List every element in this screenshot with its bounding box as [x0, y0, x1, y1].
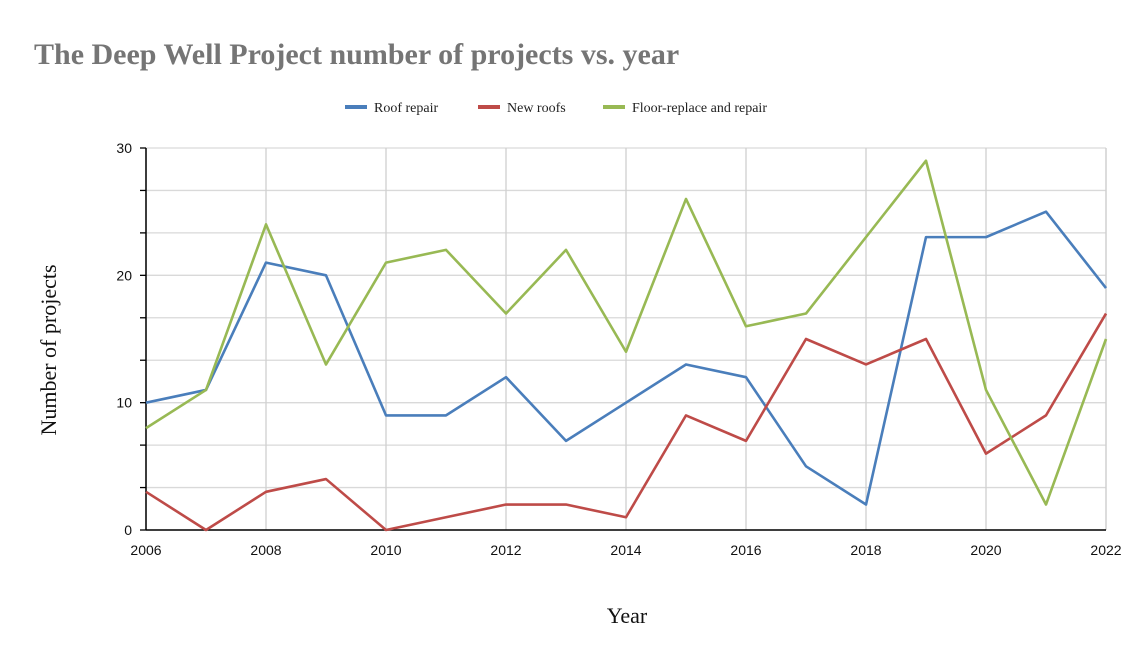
legend-label: Roof repair [374, 101, 438, 116]
y-tick-label: 10 [116, 395, 132, 411]
x-tick-label: 2016 [730, 542, 761, 558]
y-tick-label: 30 [116, 140, 132, 156]
x-tick-label: 2014 [610, 542, 641, 558]
axes: 2006 2008 2010 2012 2014 2016 2018 2020 2022 0 10 2… [116, 140, 1121, 558]
x-tick-label: 2012 [490, 542, 521, 558]
x-tick-label: 2008 [250, 542, 281, 558]
y-tick-label: 20 [116, 267, 132, 283]
series-lines [145, 159, 1108, 532]
legend: Roof repair New roofs Floor-replace and re… [345, 101, 767, 116]
x-axis-label: Year [607, 603, 648, 628]
x-tick-label: 2018 [850, 542, 881, 558]
x-tick-label: 2010 [370, 542, 401, 558]
legend-label: New roofs [507, 101, 566, 116]
x-tick-label: 2020 [970, 542, 1001, 558]
gridlines [145, 147, 1107, 531]
chart-title: The Deep Well Project number of projects… [34, 38, 679, 71]
y-tick-label: 0 [124, 522, 132, 538]
x-tick-label: 2006 [130, 542, 161, 558]
y-axis-label: Number of projects [36, 264, 61, 435]
legend-label: Floor-replace and repair [632, 101, 767, 116]
x-tick-label: 2022 [1090, 542, 1121, 558]
